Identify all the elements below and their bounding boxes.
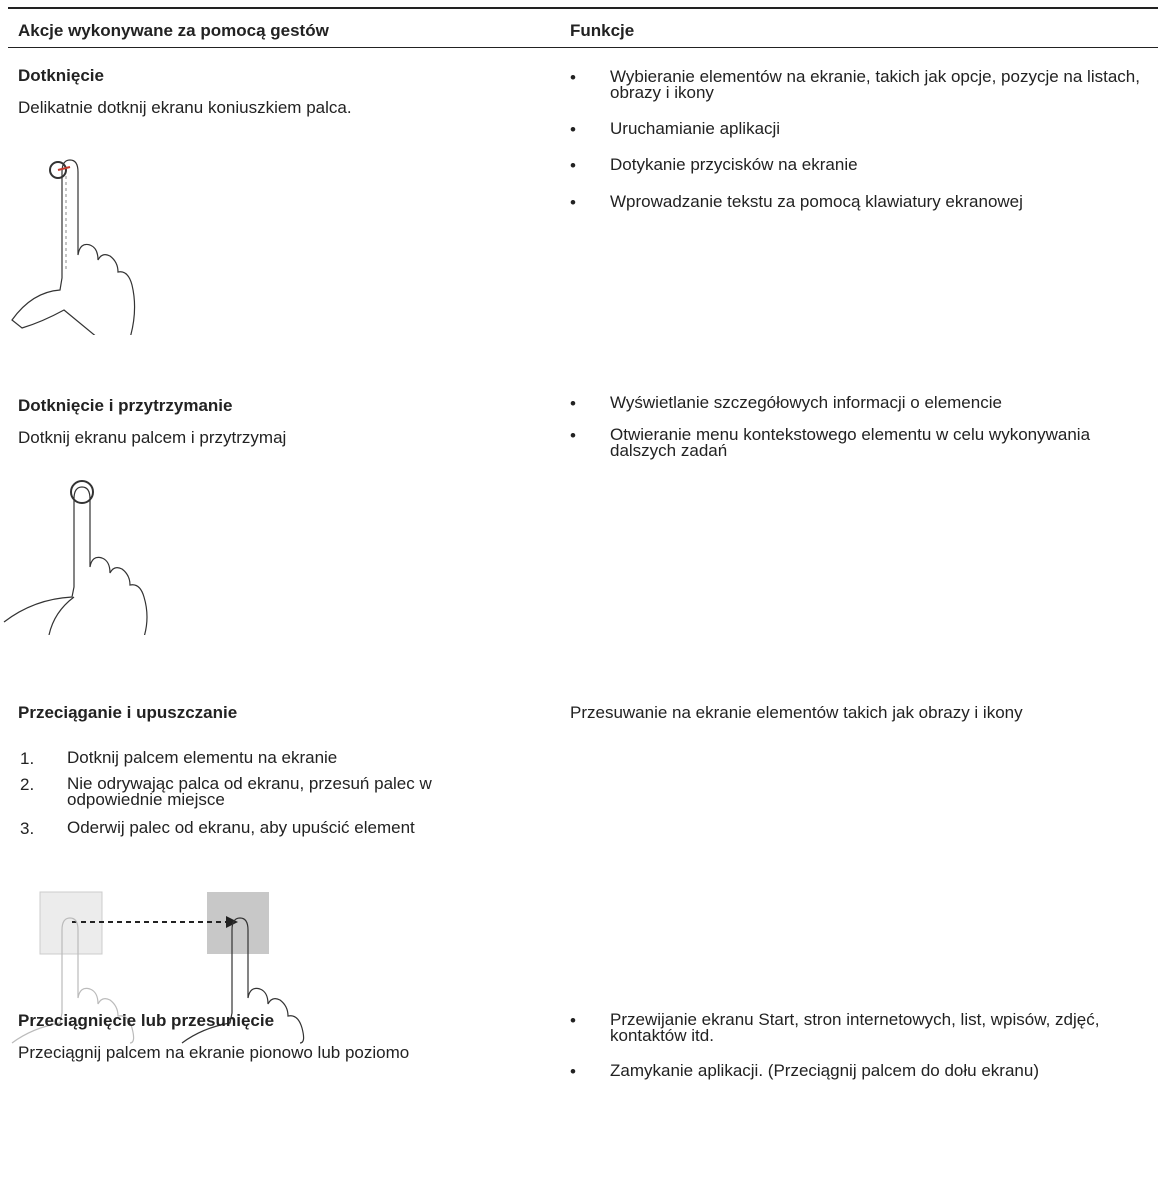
- gesture-title: Przeciągnięcie lub przesunięcie: [18, 1011, 275, 1030]
- bullet: •: [570, 394, 576, 413]
- bullet: •: [570, 120, 576, 139]
- gesture-title: Dotknięcie: [18, 66, 104, 85]
- hold-illustration: [3, 480, 148, 635]
- top-rule: [8, 7, 1158, 9]
- gesture-description: Delikatnie dotknij ekranu koniuszkiem pa…: [18, 98, 352, 117]
- bullet: •: [570, 1062, 576, 1081]
- bullet: •: [570, 1011, 576, 1030]
- function-text: Przesuwanie na ekranie elementów takich …: [570, 703, 1023, 722]
- header-rule: [8, 47, 1158, 48]
- function-item: Zamykanie aplikacji. (Przeciągnij palcem…: [610, 1061, 1039, 1080]
- header-cell: Funkcje: [570, 21, 635, 40]
- function-item: Wyświetlanie szczegółowych informacji o …: [610, 393, 1002, 412]
- drag-illustration: [11, 891, 305, 1044]
- step-text: Oderwij palec od ekranu, aby upuścić ele…: [67, 818, 415, 837]
- step-number: 3.: [20, 819, 35, 838]
- function-item: Dotykanie przycisków na ekranie: [610, 155, 858, 174]
- tap-illustration: [11, 159, 136, 335]
- bullet: •: [570, 68, 576, 87]
- bullet: •: [570, 193, 576, 212]
- function-item: Wprowadzanie tekstu za pomocą klawiatury…: [610, 192, 1023, 211]
- gesture-description: Przeciągnij palcem na ekranie pionowo lu…: [18, 1043, 410, 1062]
- function-item: Uruchamianie aplikacji: [610, 119, 781, 138]
- bullet: •: [570, 426, 576, 445]
- step-number: 1.: [20, 749, 35, 768]
- header-cell: Akcje wykonywane za pomocą gestów: [18, 21, 329, 40]
- gesture-title: Przeciąganie i upuszczanie: [18, 703, 238, 722]
- function-item: Przewijanie ekranu Start, stron internet…: [610, 1010, 1100, 1045]
- function-item: Wybieranie elementów na ekranie, takich …: [610, 67, 1140, 102]
- gesture-description: Dotknij ekranu palcem i przytrzymaj: [18, 428, 287, 447]
- gesture-title: Dotknięcie i przytrzymanie: [18, 396, 233, 415]
- function-item: Otwieranie menu kontekstowego elementu w…: [610, 425, 1091, 460]
- step-text: Dotknij palcem elementu na ekranie: [67, 748, 338, 767]
- step-number: 2.: [20, 775, 35, 794]
- bullet: •: [570, 156, 576, 175]
- step-text: Nie odrywając palca od ekranu, przesuń p…: [67, 774, 432, 809]
